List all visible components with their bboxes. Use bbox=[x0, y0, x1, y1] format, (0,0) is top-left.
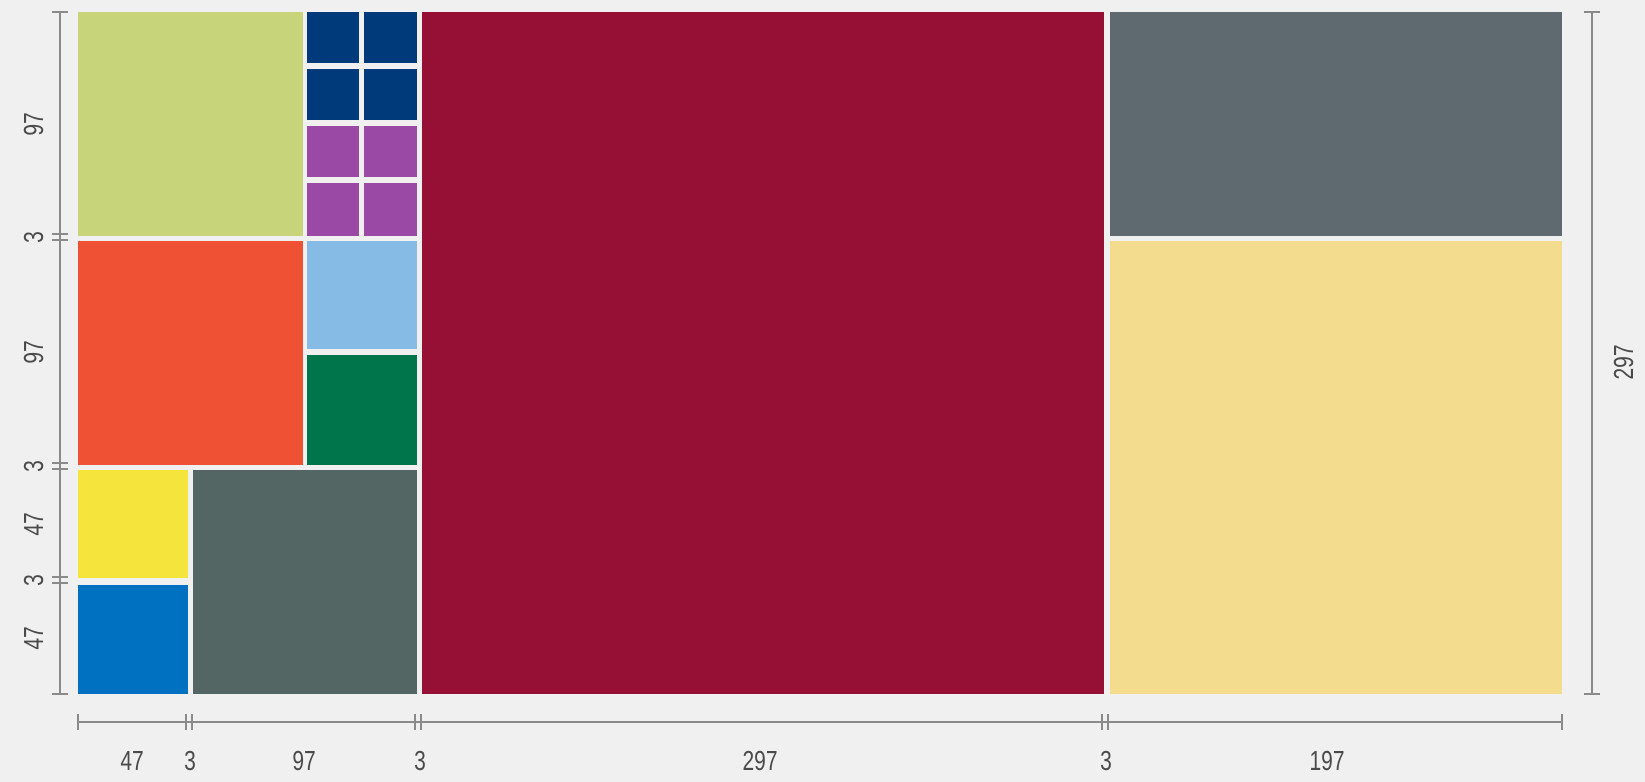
dim-label-bottom-2: 3 bbox=[184, 745, 196, 776]
dim-label-bottom-7: 197 bbox=[1309, 745, 1345, 776]
block-sand bbox=[1110, 241, 1562, 694]
dim-label-bottom-4: 3 bbox=[414, 745, 426, 776]
block-navy-4 bbox=[364, 69, 417, 120]
block-slate bbox=[1110, 12, 1562, 236]
block-blue bbox=[78, 585, 188, 694]
dim-label-left-5: 47 bbox=[18, 512, 49, 536]
block-orange bbox=[78, 241, 303, 465]
block-lime bbox=[78, 12, 303, 236]
block-purple-1 bbox=[307, 126, 359, 177]
dim-label-left-4: 3 bbox=[18, 460, 49, 472]
block-purple-2 bbox=[364, 126, 417, 177]
block-navy-1 bbox=[307, 12, 359, 63]
dim-label-bottom-3: 97 bbox=[292, 745, 316, 776]
dim-label-bottom-1: 47 bbox=[120, 745, 144, 776]
dim-label-left-7: 47 bbox=[18, 626, 49, 650]
block-yellow bbox=[78, 470, 188, 578]
block-slate-green bbox=[193, 470, 417, 694]
block-purple-3 bbox=[307, 183, 359, 236]
dim-label-right-1: 297 bbox=[1608, 344, 1639, 380]
block-navy-3 bbox=[307, 69, 359, 120]
block-crimson bbox=[422, 12, 1104, 694]
block-purple-4 bbox=[364, 183, 417, 236]
dim-label-left-6: 3 bbox=[18, 574, 49, 586]
dim-label-left-1: 97 bbox=[18, 112, 49, 136]
block-sky bbox=[307, 241, 417, 349]
dim-label-left-2: 3 bbox=[18, 231, 49, 243]
block-green bbox=[307, 355, 417, 465]
dim-label-bottom-5: 297 bbox=[742, 745, 778, 776]
dim-label-bottom-6: 3 bbox=[1100, 745, 1112, 776]
block-navy-2 bbox=[364, 12, 417, 63]
dim-label-left-3: 97 bbox=[18, 340, 49, 364]
